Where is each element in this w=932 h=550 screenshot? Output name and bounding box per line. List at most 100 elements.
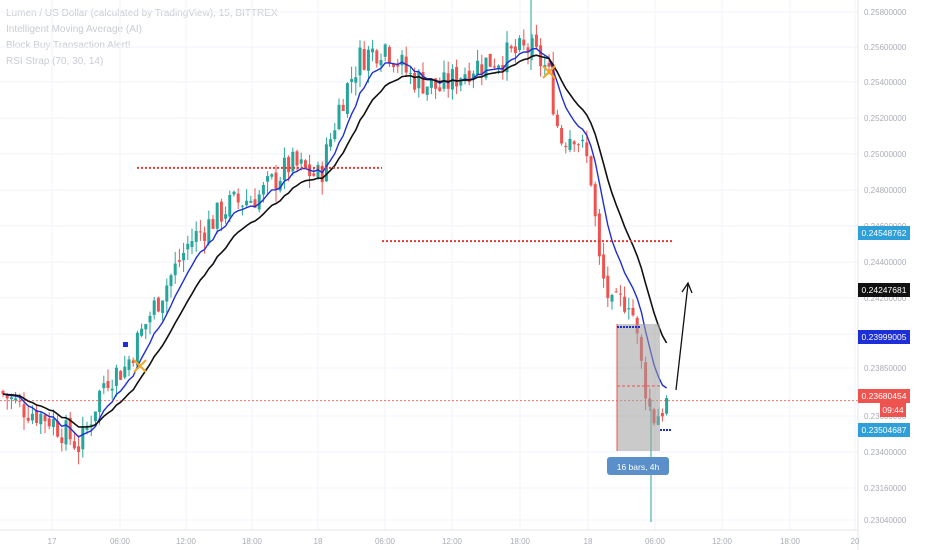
candle-body xyxy=(72,441,76,449)
y-tick-label: 0.24400000 xyxy=(864,258,907,267)
candle-body xyxy=(555,114,559,127)
candle-body xyxy=(408,72,412,74)
candle-body xyxy=(526,47,530,53)
candle-body xyxy=(358,47,362,76)
candle-body xyxy=(228,194,232,217)
candle-body xyxy=(249,200,253,203)
candle-body xyxy=(148,315,152,323)
drawings: 16 bars, 4h xyxy=(0,65,858,475)
candle-body xyxy=(350,79,354,82)
candle-body xyxy=(89,424,93,427)
candle-body xyxy=(186,243,190,250)
cross-marker xyxy=(542,65,556,79)
moving-averages xyxy=(2,47,668,438)
candle-body xyxy=(593,184,597,217)
candle-body xyxy=(522,39,526,46)
candle-body xyxy=(156,297,160,312)
candle-body xyxy=(585,142,589,157)
candle-body xyxy=(568,138,572,150)
cross-marker xyxy=(133,359,147,373)
candle-body xyxy=(576,144,580,146)
y-tick-label: 0.25400000 xyxy=(864,78,907,87)
price-badge xyxy=(858,330,910,344)
candle-body xyxy=(152,300,156,315)
candle-body xyxy=(324,144,328,182)
candle-body xyxy=(182,252,186,261)
candle-body xyxy=(551,64,555,115)
candle-body xyxy=(375,50,379,64)
candle-body xyxy=(425,86,429,95)
chart-legend: Lumen / US Dollar (calculated by Trading… xyxy=(6,6,278,70)
candle-body xyxy=(429,78,433,88)
price-badge xyxy=(858,283,910,297)
candle-body xyxy=(219,201,223,222)
price-badge-label: 0.23504687 xyxy=(862,425,907,435)
candle-body xyxy=(602,254,606,279)
candle-body xyxy=(597,213,601,257)
candle-body xyxy=(362,49,366,70)
moving-average-blue xyxy=(2,47,667,438)
candle-body xyxy=(198,231,202,233)
candle-body xyxy=(98,390,102,412)
indicator-label[interactable]: RSI Strap (70, 30, 14) xyxy=(6,56,104,67)
candle-body xyxy=(316,164,320,177)
candle-body xyxy=(64,420,68,445)
candle-body xyxy=(119,371,123,380)
candle-body xyxy=(383,44,387,57)
candle-body xyxy=(513,46,517,53)
candle-body xyxy=(371,48,375,53)
candle-body xyxy=(484,57,488,78)
candle-body xyxy=(299,159,303,164)
candle-body xyxy=(295,151,299,166)
candle-body xyxy=(127,359,131,370)
candle-body xyxy=(1,391,5,394)
candle-body xyxy=(387,47,391,63)
candle-body xyxy=(22,404,26,418)
price-badge-label: 0.23680454 xyxy=(862,391,907,401)
candle-body xyxy=(165,285,169,302)
x-tick-label: 18:00 xyxy=(242,537,263,546)
y-tick-label: 0.25600000 xyxy=(864,43,907,52)
candle-body xyxy=(207,219,211,244)
candle-body xyxy=(144,324,148,330)
candle-body xyxy=(589,156,593,186)
indicator-label[interactable]: Block Buy Transaction Alert! xyxy=(6,40,131,51)
candle-body xyxy=(438,87,442,92)
indicator-label[interactable]: Intelligent Moving Average (AI) xyxy=(6,24,143,35)
candle-body xyxy=(39,413,43,425)
candle-body xyxy=(135,332,139,366)
candle-body xyxy=(261,184,265,195)
candle-body xyxy=(623,296,627,312)
candle-body xyxy=(480,64,484,75)
y-tick-label: 0.25200000 xyxy=(864,114,907,123)
candle-body xyxy=(291,151,295,172)
candle-body xyxy=(123,366,127,378)
x-tick-label: 06:00 xyxy=(110,537,131,546)
candle-body xyxy=(471,73,475,79)
y-tick-label: 0.23850000 xyxy=(864,364,907,373)
range-label-bg xyxy=(607,457,669,475)
candle-body xyxy=(161,300,165,313)
price-badge-label: 0.24548762 xyxy=(862,228,907,238)
candle-body xyxy=(60,437,64,444)
candle-body xyxy=(610,294,614,302)
price-badge xyxy=(858,226,910,240)
candle-body xyxy=(190,241,194,247)
candle-body xyxy=(131,360,135,364)
candle-body xyxy=(333,130,337,140)
candle-body xyxy=(665,397,669,414)
candle-body xyxy=(85,425,89,430)
candle-body xyxy=(455,66,459,87)
candle-body xyxy=(43,414,47,422)
candle-body xyxy=(547,63,551,67)
candle-body xyxy=(509,46,513,49)
candle-body xyxy=(606,275,610,298)
candle-body xyxy=(312,173,316,176)
candle-body xyxy=(257,194,261,210)
candle-body xyxy=(51,419,55,428)
candle-body xyxy=(476,60,480,75)
symbol-title: Lumen / US Dollar (calculated by Trading… xyxy=(6,8,278,19)
candle-body xyxy=(18,400,22,402)
moving-average-black xyxy=(2,54,668,428)
